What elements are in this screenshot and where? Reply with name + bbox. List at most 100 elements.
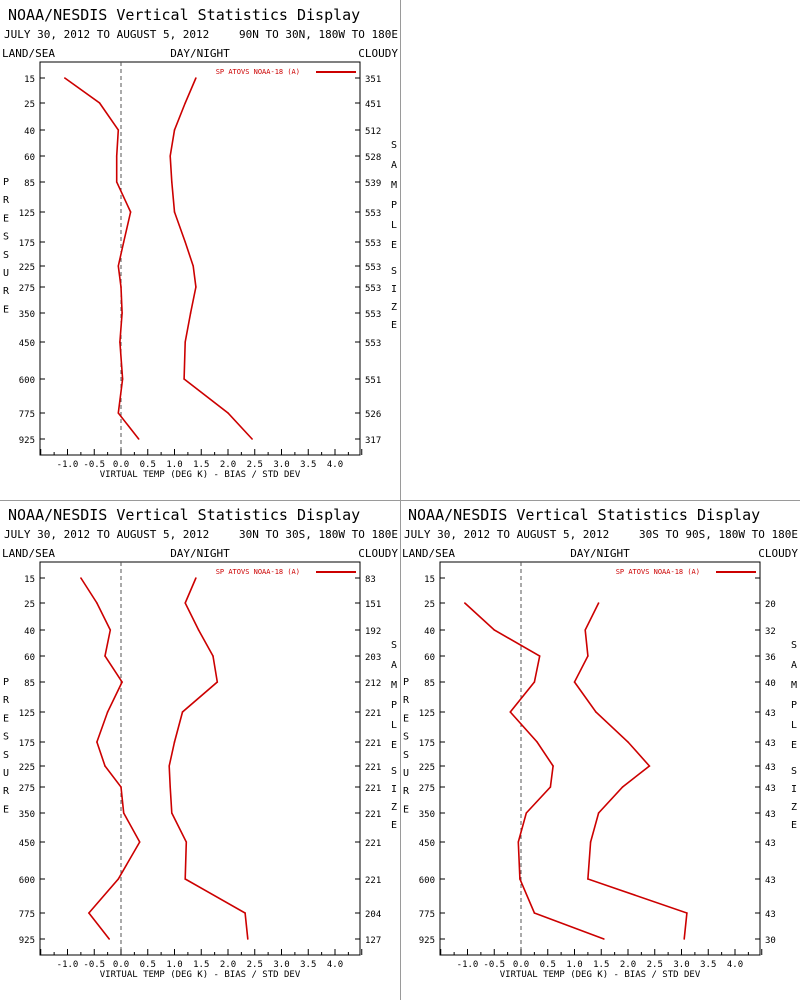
x-tick-label: 3.5 [300,460,316,470]
x-tick-label: 1.0 [166,460,182,470]
x-tick-label: 3.5 [300,960,316,970]
data-point [247,938,249,940]
pressure-tick-label: 125 [419,709,435,719]
y-axis-label-letter: P [3,177,9,188]
header-land-sea: LAND/SEA [2,547,55,560]
data-point [117,265,120,267]
sample-axis-label-letter: P [791,700,797,711]
y-axis-label-letter: R [3,695,10,706]
data-point [573,681,576,683]
data-point [88,912,90,914]
x-tick-label: 0.5 [540,960,556,970]
plot-frame [439,561,761,956]
y-axis-label-letter: R [403,786,410,797]
sample-size-label: 151 [365,600,381,610]
sample-axis-label-letter: Z [791,802,797,813]
sample-size-label: 43 [765,839,776,849]
data-point [129,211,132,213]
y-axis-label-letter: E [3,713,9,724]
sample-size-label: 553 [365,339,381,349]
data-point [683,938,685,940]
y-axis-label-letter: U [3,768,9,779]
pressure-tick-label: 175 [19,239,35,249]
pressure-tick-label: 60 [24,153,35,163]
y-axis-label-letter: U [403,768,409,779]
header-cloudy: CLOUDY [758,547,798,560]
sample-axis-label-letter: E [791,820,797,831]
data-point [104,655,106,657]
sample-size-label: 43 [765,784,776,794]
pressure-tick-label: 15 [424,575,435,585]
pressure-tick-label: 225 [19,263,35,273]
sample-axis-label-letter: M [791,680,797,691]
sample-axis-label-letter: E [391,740,397,751]
sample-axis-label-letter: L [391,720,397,731]
sample-size-label: 553 [365,239,381,249]
vertical-divider-bottom [400,500,401,1000]
pressure-tick-label: 225 [19,763,35,773]
y-axis-label-letter: E [403,713,409,724]
data-point [171,812,173,814]
sample-size-label: 83 [365,575,376,585]
data-point [603,938,605,940]
pressure-tick-label: 600 [19,376,35,386]
data-point [173,741,176,743]
data-point [120,786,122,788]
data-point [181,711,184,713]
pressure-tick-label: 775 [19,410,35,420]
data-point [195,286,197,288]
panel-title: NOAA/NESDIS Vertical Statistics Display [8,506,360,524]
sample-size-label: 526 [365,410,381,420]
y-axis-label-letter: E [3,304,9,315]
x-tick-label: 3.5 [700,960,716,970]
y-axis-label-letter: S [3,732,9,743]
sample-size-label: 36 [765,653,776,663]
sample-size-label: 212 [365,679,381,689]
panel-title: NOAA/NESDIS Vertical Statistics Display [408,506,760,524]
header-land-sea: LAND/SEA [402,547,455,560]
x-tick-label: 3.0 [673,960,689,970]
data-point [120,286,122,288]
series-line-std-dev [573,602,688,940]
data-point [121,681,123,683]
plot-frame [39,561,361,956]
pressure-tick-label: 175 [419,739,435,749]
sample-size-label: 20 [765,600,776,610]
sample-size-label: 553 [365,263,381,273]
legend-label: SP ATOVS NOAA-18 (A) [616,568,700,576]
data-point [184,341,186,343]
sample-axis-label-letter: Z [391,302,397,313]
data-point [138,841,141,843]
x-tick-label: 2.5 [247,960,263,970]
date-range: JULY 30, 2012 TO AUGUST 5, 2012 [4,528,209,541]
data-point [195,577,197,579]
pressure-tick-label: 350 [419,810,435,820]
x-tick-label: 3.0 [273,960,289,970]
sample-size-label: 512 [365,127,381,137]
pressure-tick-label: 775 [19,910,35,920]
pressure-tick-label: 175 [19,739,35,749]
header-day-night: DAY/NIGHT [170,47,230,60]
x-tick-label: 2.0 [220,460,236,470]
data-point [517,841,520,843]
series-line-bias [64,77,140,440]
data-point [117,878,120,880]
x-tick-label: 0.0 [113,960,129,970]
data-point [184,878,186,880]
sample-axis-label-letter: E [391,240,397,251]
pressure-tick-label: 450 [19,339,35,349]
y-axis-label-letter: E [403,804,409,815]
data-point [597,812,600,814]
plot-frame [39,61,361,456]
series-line-std-dev [168,577,249,940]
data-point [173,211,176,213]
data-point [64,77,66,79]
y-axis-label-letter: E [3,213,9,224]
header-day-night: DAY/NIGHT [170,547,230,560]
header-day-night: DAY/NIGHT [570,547,630,560]
region: 30S TO 90S, 180W TO 180E [639,528,798,541]
sample-size-label: 221 [365,739,381,749]
pressure-tick-label: 925 [419,936,435,946]
x-tick-label: 1.5 [193,960,209,970]
